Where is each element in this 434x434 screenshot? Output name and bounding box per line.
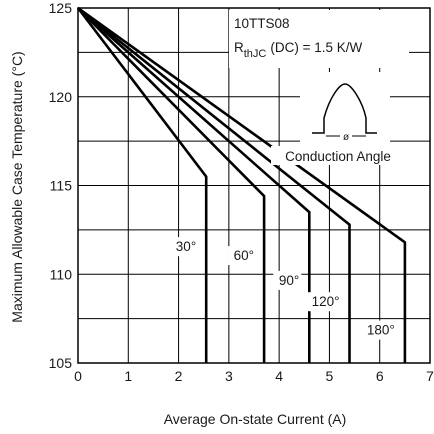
thermal-resistance: RthJC (DC) = 1.5 K/W (234, 40, 363, 60)
y-tick-label: 110 (50, 266, 73, 282)
x-tick-label: 6 (376, 368, 384, 384)
series-label-bg (273, 270, 302, 290)
series-label: 180° (367, 323, 395, 338)
series-line (77, 7, 311, 363)
conduction-angle-label: Conduction Angle (285, 149, 391, 164)
y-tick-label: 125 (49, 0, 73, 16)
tick-labels: 0 1 2 3 4 5 6 7 105 110 115 120 125 (49, 0, 434, 384)
phi-label: ø (343, 132, 349, 143)
series-line (76, 7, 208, 363)
rth-subscript: thJC (244, 48, 267, 60)
x-axis-title: Average On-state Current (A) (164, 411, 347, 427)
series-label: 60° (234, 248, 254, 263)
x-tick-label: 1 (124, 368, 132, 384)
y-tick-label: 105 (49, 355, 73, 371)
x-tick-label: 4 (275, 368, 283, 384)
y-axis-title: Maximum Allowable Case Temperature (°C) (9, 51, 25, 322)
x-tick-label: 5 (326, 368, 334, 384)
y-tick-label: 120 (49, 89, 73, 105)
series-label: 30° (176, 239, 196, 254)
series-group (76, 6, 407, 363)
series-labels: 30° 60° 90° 120° 180° (170, 237, 397, 340)
series-label-bg (360, 320, 397, 340)
x-tick-label: 0 (74, 368, 82, 384)
x-tick-label: 2 (175, 368, 183, 384)
rth-symbol: R (234, 40, 244, 55)
x-tick-label: 7 (426, 368, 434, 384)
series-label-bg (228, 246, 257, 266)
device-annotation: 10TTS08 RthJC (DC) = 1.5 K/W (229, 10, 409, 68)
y-tick-label: 115 (50, 178, 73, 194)
x-tick-label: 3 (225, 368, 233, 384)
conduction-waveform-icon (312, 83, 377, 134)
plot-frame (77, 7, 431, 364)
series-label: 120° (312, 294, 340, 309)
device-name: 10TTS08 (234, 16, 290, 31)
series-label: 90° (279, 273, 299, 288)
series-label-bg (305, 292, 342, 312)
series-line (77, 6, 407, 363)
conduction-angle-inset: ø Conduction Angle (271, 72, 405, 165)
series-label-bg (170, 237, 199, 257)
series-line (77, 6, 351, 363)
series-line (77, 7, 266, 363)
rth-value: (DC) = 1.5 K/W (270, 40, 362, 55)
